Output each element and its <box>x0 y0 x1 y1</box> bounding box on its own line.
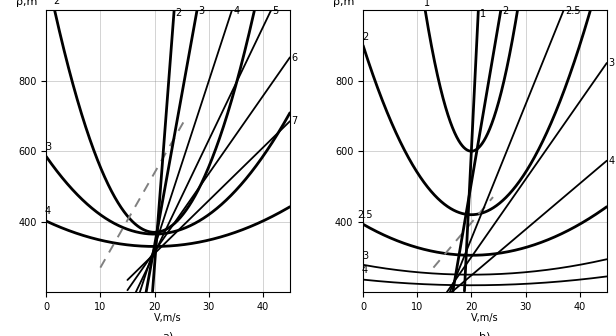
Text: 4: 4 <box>233 6 240 16</box>
Text: 6: 6 <box>291 53 298 62</box>
X-axis label: V,m/s: V,m/s <box>471 313 499 324</box>
Y-axis label: ρ,m: ρ,m <box>333 0 354 7</box>
Text: 4: 4 <box>608 156 614 166</box>
Text: 2: 2 <box>502 6 508 16</box>
Text: 2.5: 2.5 <box>357 210 373 220</box>
Text: 3: 3 <box>608 58 614 68</box>
Text: 4: 4 <box>45 206 51 216</box>
Text: 7: 7 <box>291 116 298 126</box>
Text: 1: 1 <box>480 9 486 18</box>
Text: 2: 2 <box>54 0 60 6</box>
Text: 4: 4 <box>362 265 368 276</box>
Text: 1: 1 <box>424 0 430 8</box>
Text: 2.5: 2.5 <box>565 6 581 15</box>
Text: 3: 3 <box>198 6 205 16</box>
X-axis label: V,m/s: V,m/s <box>154 313 182 324</box>
Text: 3: 3 <box>362 251 368 261</box>
Text: b): b) <box>479 332 490 336</box>
Text: a): a) <box>163 332 174 336</box>
Text: 2: 2 <box>176 8 182 18</box>
Text: 5: 5 <box>272 6 279 15</box>
Text: 2: 2 <box>362 32 368 42</box>
Y-axis label: ρ,m: ρ,m <box>16 0 38 7</box>
Text: 3: 3 <box>45 141 51 152</box>
